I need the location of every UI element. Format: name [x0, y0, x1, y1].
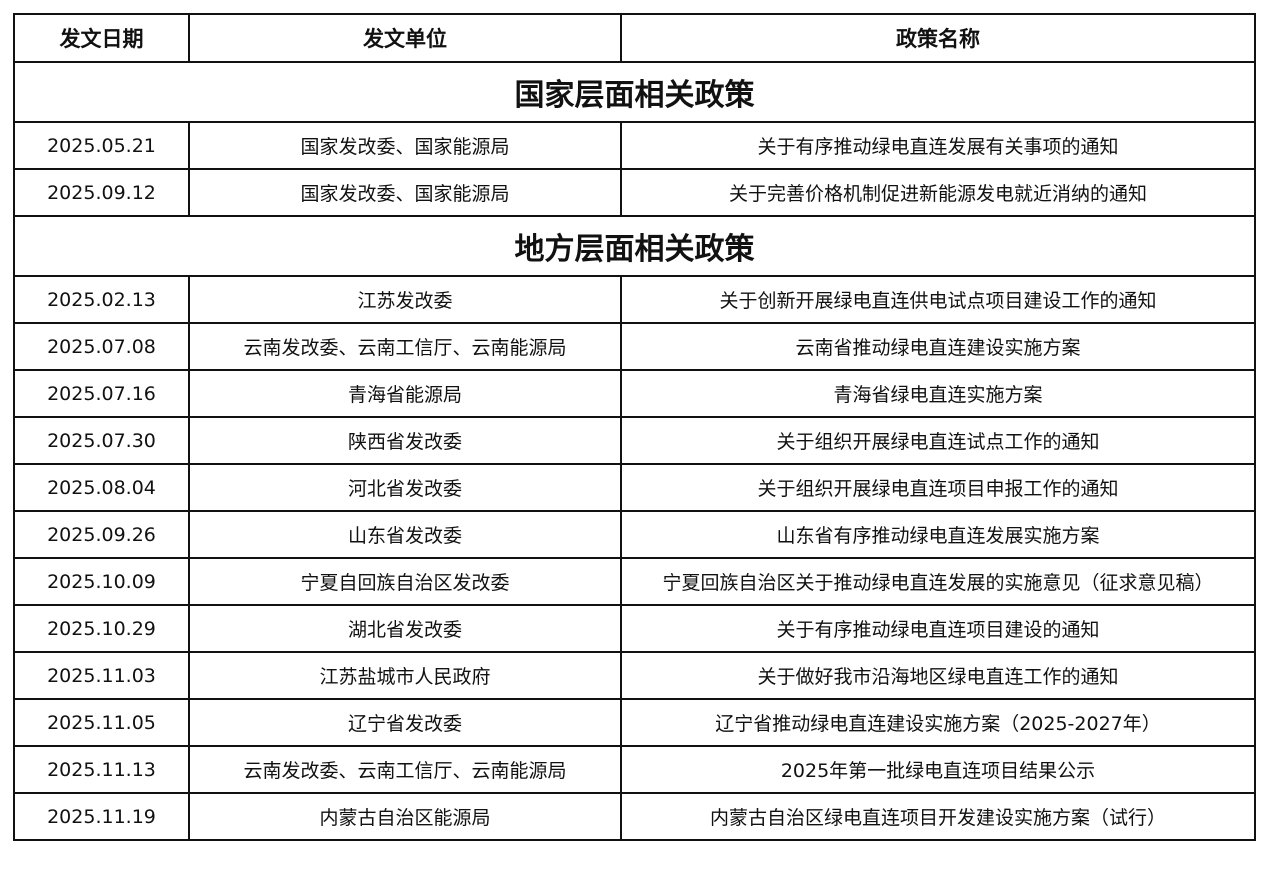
table-row: 2025.10.09 宁夏自回族自治区发改委 宁夏回族自治区关于推动绿电直连发展的实… — [13, 557, 1256, 606]
cell-date: 2025.07.08 — [13, 322, 190, 371]
table-row: 2025.07.08 云南发改委、云南工信厅、云南能源局 云南省推动绿电直连建设实施… — [13, 322, 1256, 371]
cell-date: 2025.05.21 — [13, 121, 190, 170]
table-row: 2025.09.12 国家发改委、国家能源局 关于完善价格机制促进新能源发电就近消纳… — [13, 168, 1256, 217]
cell-issuer: 国家发改委、国家能源局 — [188, 168, 622, 217]
cell-policy-name: 2025年第一批绿电直连项目结果公示 — [620, 745, 1256, 794]
cell-date: 2025.08.04 — [13, 463, 190, 512]
cell-issuer: 云南发改委、云南工信厅、云南能源局 — [188, 322, 622, 371]
cell-date: 2025.07.30 — [13, 416, 190, 465]
cell-issuer: 国家发改委、国家能源局 — [188, 121, 622, 170]
cell-date: 2025.09.26 — [13, 510, 190, 559]
table-row: 2025.07.16 青海省能源局 青海省绿电直连实施方案 — [13, 369, 1256, 418]
cell-policy-name: 辽宁省推动绿电直连建设实施方案（2025-2027年） — [620, 698, 1256, 747]
cell-policy-name: 青海省绿电直连实施方案 — [620, 369, 1256, 418]
cell-date: 2025.07.16 — [13, 369, 190, 418]
cell-date: 2025.11.03 — [13, 651, 190, 700]
cell-policy-name: 关于组织开展绿电直连试点工作的通知 — [620, 416, 1256, 465]
header-issuer: 发文单位 — [188, 13, 622, 63]
cell-date: 2025.11.19 — [13, 792, 190, 841]
section-row: 地方层面相关政策 — [13, 215, 1256, 277]
cell-date: 2025.10.29 — [13, 604, 190, 653]
table-row: 2025.11.05 辽宁省发改委 辽宁省推动绿电直连建设实施方案（2025-202… — [13, 698, 1256, 747]
cell-date: 2025.02.13 — [13, 275, 190, 324]
cell-date: 2025.09.12 — [13, 168, 190, 217]
cell-policy-name: 山东省有序推动绿电直连发展实施方案 — [620, 510, 1256, 559]
cell-policy-name: 关于创新开展绿电直连供电试点项目建设工作的通知 — [620, 275, 1256, 324]
cell-policy-name: 关于有序推动绿电直连项目建设的通知 — [620, 604, 1256, 653]
cell-date: 2025.11.05 — [13, 698, 190, 747]
cell-date: 2025.10.09 — [13, 557, 190, 606]
cell-policy-name: 关于有序推动绿电直连发展有关事项的通知 — [620, 121, 1256, 170]
cell-issuer: 山东省发改委 — [188, 510, 622, 559]
header-policy-name: 政策名称 — [620, 13, 1256, 63]
section-row: 国家层面相关政策 — [13, 61, 1256, 123]
table-body: 国家层面相关政策 2025.05.21 国家发改委、国家能源局 关于有序推动绿电直连发… — [13, 61, 1256, 841]
cell-date: 2025.11.13 — [13, 745, 190, 794]
cell-policy-name: 关于完善价格机制促进新能源发电就近消纳的通知 — [620, 168, 1256, 217]
cell-issuer: 青海省能源局 — [188, 369, 622, 418]
cell-issuer: 江苏盐城市人民政府 — [188, 651, 622, 700]
table-row: 2025.07.30 陕西省发改委 关于组织开展绿电直连试点工作的通知 — [13, 416, 1256, 465]
policy-table: 发文日期 发文单位 政策名称 国家层面相关政策 2025.05.21 国家发改委、国… — [13, 13, 1256, 841]
table-row: 2025.11.13 云南发改委、云南工信厅、云南能源局 2025年第一批绿电直连项… — [13, 745, 1256, 794]
cell-issuer: 辽宁省发改委 — [188, 698, 622, 747]
cell-policy-name: 内蒙古自治区绿电直连项目开发建设实施方案（试行） — [620, 792, 1256, 841]
table-row: 2025.08.04 河北省发改委 关于组织开展绿电直连项目申报工作的通知 — [13, 463, 1256, 512]
cell-issuer: 内蒙古自治区能源局 — [188, 792, 622, 841]
table-row: 2025.09.26 山东省发改委 山东省有序推动绿电直连发展实施方案 — [13, 510, 1256, 559]
cell-policy-name: 关于组织开展绿电直连项目申报工作的通知 — [620, 463, 1256, 512]
table-row: 2025.02.13 江苏发改委 关于创新开展绿电直连供电试点项目建设工作的通知 — [13, 275, 1256, 324]
table-row: 2025.10.29 湖北省发改委 关于有序推动绿电直连项目建设的通知 — [13, 604, 1256, 653]
cell-issuer: 江苏发改委 — [188, 275, 622, 324]
table-row: 2025.05.21 国家发改委、国家能源局 关于有序推动绿电直连发展有关事项的通知 — [13, 121, 1256, 170]
cell-policy-name: 云南省推动绿电直连建设实施方案 — [620, 322, 1256, 371]
cell-issuer: 宁夏自回族自治区发改委 — [188, 557, 622, 606]
cell-issuer: 河北省发改委 — [188, 463, 622, 512]
cell-issuer: 云南发改委、云南工信厅、云南能源局 — [188, 745, 622, 794]
cell-issuer: 湖北省发改委 — [188, 604, 622, 653]
cell-policy-name: 宁夏回族自治区关于推动绿电直连发展的实施意见（征求意见稿） — [620, 557, 1256, 606]
cell-policy-name: 关于做好我市沿海地区绿电直连工作的通知 — [620, 651, 1256, 700]
header-date: 发文日期 — [13, 13, 190, 63]
table-row: 2025.11.03 江苏盐城市人民政府 关于做好我市沿海地区绿电直连工作的通知 — [13, 651, 1256, 700]
header-row: 发文日期 发文单位 政策名称 — [13, 13, 1256, 63]
section-title: 地方层面相关政策 — [13, 215, 1256, 277]
section-title: 国家层面相关政策 — [13, 61, 1256, 123]
cell-issuer: 陕西省发改委 — [188, 416, 622, 465]
table-row: 2025.11.19 内蒙古自治区能源局 内蒙古自治区绿电直连项目开发建设实施方案（… — [13, 792, 1256, 841]
